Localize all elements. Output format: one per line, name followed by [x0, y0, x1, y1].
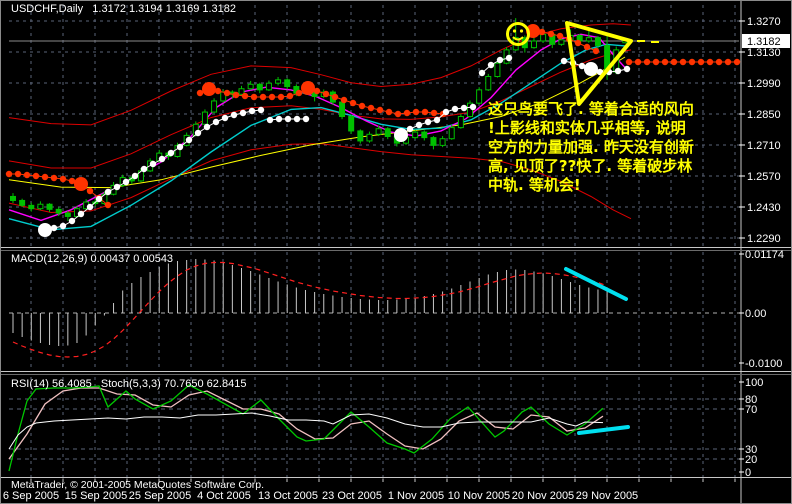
axis-label: 25 Sep 2005: [129, 490, 191, 502]
trend-segment: [564, 267, 628, 301]
date-scale[interactable]: 6 Sep 2005 15 Sep 2005 25 Sep 2005 4 Oct 20…: [3, 490, 638, 502]
axis-label: 15 Sep 2005: [65, 490, 127, 502]
axis-label: 1.3270: [747, 16, 781, 28]
current-price-badge: [742, 34, 790, 48]
axis-label: 4 Oct 2005: [197, 490, 251, 502]
axis-label: 29 Nov 2005: [576, 490, 638, 502]
axis-label: 10 Nov 2005: [448, 490, 510, 502]
axis-label: 1.3130: [747, 47, 781, 59]
axis-label: 30: [745, 444, 757, 456]
chart-title: USDCHF,Daily 1.3172 1.3194 1.3169 1.3182: [11, 3, 237, 15]
rsi-indicator-label: RSI(14) 56.4085 Stoch(5,3,3) 70.7650 62.…: [11, 378, 247, 390]
rsi-pane: [8, 384, 604, 472]
macd-indicator-label: MACD(12,26,9) 0.00437 0.00543: [11, 253, 174, 265]
pennant-triangle: [565, 21, 633, 106]
axis-label: 0.01174: [745, 249, 784, 261]
axis-label: 1.2570: [747, 171, 781, 183]
axis-label: 1.2710: [747, 140, 781, 152]
smiley-face-icon: [506, 22, 530, 46]
axis-label: 23 Oct 2005: [322, 490, 382, 502]
axis-label: 20 Nov 2005: [512, 490, 574, 502]
axis-label: 80: [745, 394, 757, 406]
axis-label: 1.2990: [747, 78, 781, 90]
axis-label: 6 Sep 2005: [3, 490, 59, 502]
axis-label: 1.2430: [747, 202, 781, 214]
axis-label: 1.2290: [747, 233, 781, 245]
price-scale[interactable]: 1.3270 1.3130 1.2990 1.2850 1.2710 1.2570 1.24…: [739, 16, 790, 479]
axis-label: 13 Oct 2005: [258, 490, 318, 502]
chart-annotation-text: 这只鸟要飞了. 等着合适的风向 !上影线和实体几乎相等, 说明 空方的力量加强.…: [488, 100, 694, 195]
axis-label: 20: [745, 454, 757, 466]
trend-segment: [577, 425, 630, 435]
annotation-line: 空方的力量加强. 昨天没有创新: [488, 138, 694, 156]
axis-label: 100: [745, 377, 763, 389]
axis-label: 1.2850: [747, 109, 781, 121]
cyan-trend-segments: [564, 267, 630, 435]
grid-lines: [9, 5, 739, 477]
axis-label: 1 Nov 2005: [388, 490, 444, 502]
macd-pane: [12, 259, 608, 358]
copyright-text: MetaTrader, © 2001-2005 MetaQuotes Softw…: [11, 479, 265, 491]
white-dots-indicator: [38, 54, 631, 237]
axis-label: 1.3182: [747, 36, 781, 48]
annotation-line: !上影线和实体几乎相等, 说明: [488, 119, 686, 137]
annotation-line: 高, 见顶了??快了. 等着破步林: [488, 157, 693, 175]
drawing-objects: [506, 21, 659, 106]
axis-label: 0: [745, 467, 751, 479]
axis-label: -0.0100: [745, 358, 782, 370]
axis-label: 0.00: [745, 308, 766, 320]
annotation-line: 这只鸟要飞了. 等着合适的风向: [488, 100, 694, 118]
annotation-line: 中轨. 等机会!: [488, 176, 581, 194]
axis-label: 70: [745, 404, 757, 416]
